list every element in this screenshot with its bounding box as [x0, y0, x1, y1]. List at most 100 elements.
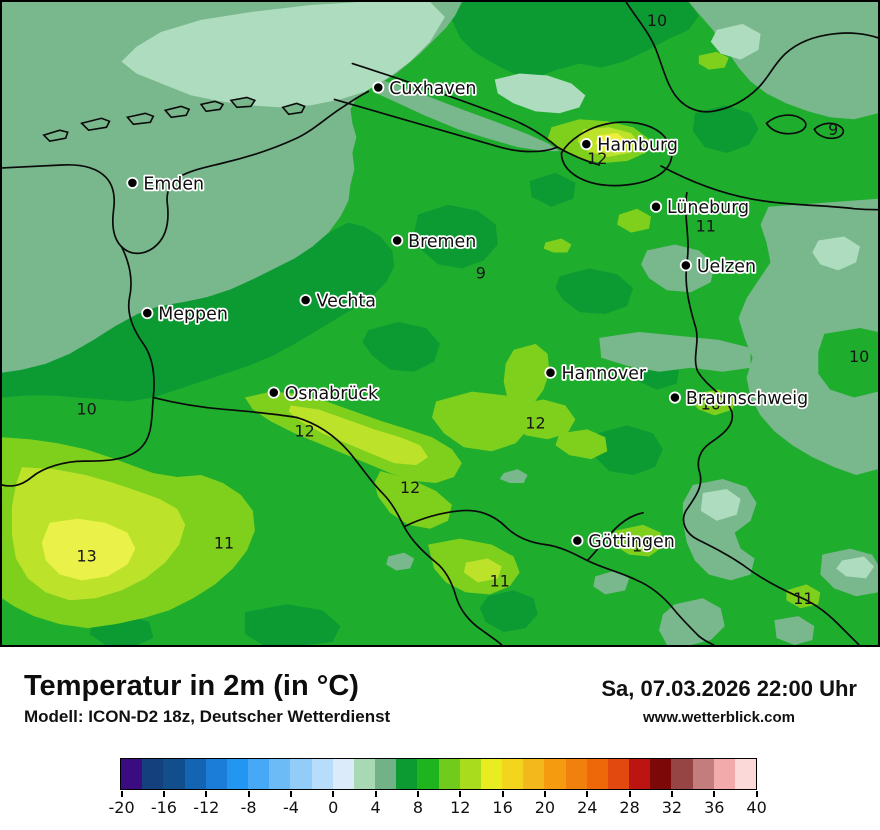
colorbar-segment	[586, 759, 608, 789]
colorbar-segment	[734, 759, 757, 789]
city-dot	[126, 176, 139, 189]
temperature-value-label: 12	[525, 413, 545, 432]
city-label: Osnabrück	[285, 384, 379, 404]
colorbar-tick-label: -16	[150, 798, 177, 817]
city-marker-gttingen: Göttingen	[571, 530, 676, 554]
temperature-value-label: 12	[587, 149, 607, 168]
city-marker-lneburg: Lüneburg	[649, 197, 751, 220]
border-nrw-south	[295, 416, 503, 645]
temperature-value-label: 10	[76, 399, 96, 418]
city-label: Braunschweig	[686, 389, 808, 409]
city-label: Emden	[143, 174, 204, 194]
city-markers: Cuxhaven Hamburg Emden Lüneburg Bremen Uelzen…	[126, 77, 810, 554]
city-dot	[668, 391, 681, 404]
colorbar-segment	[226, 759, 249, 789]
island-elbe-1	[765, 114, 807, 135]
colorbar-segment	[523, 759, 545, 789]
colorbar-segment	[459, 759, 481, 789]
colorbar-segment	[502, 759, 524, 789]
website-link[interactable]: www.wetterblick.com	[643, 709, 795, 726]
map-regions-dark-green	[2, 2, 759, 645]
colorbar-tick-label: 36	[704, 798, 725, 817]
colorbar-segment	[142, 759, 164, 789]
model-info: Modell: ICON-D2 18z, Deutscher Wetterdie…	[24, 707, 391, 726]
city-dot	[580, 138, 593, 151]
colorbar-tick-label: -8	[240, 798, 257, 817]
city-dot	[649, 200, 663, 213]
city-marker-meppen: Meppen	[141, 303, 230, 326]
colorbar-tick	[120, 791, 123, 797]
colorbar-segment	[438, 759, 460, 789]
colorbar-tick-label: 16	[492, 798, 513, 817]
colorbar-segment	[311, 759, 333, 789]
city-marker-cuxhaven: Cuxhaven	[372, 77, 478, 101]
colorbar-segment	[184, 759, 206, 789]
colorbar-segment	[248, 759, 270, 789]
colorbar-tick	[205, 791, 208, 797]
colorbar-segment	[332, 759, 354, 789]
temperature-value-labels: 10 9 12 11 9 10 10 12 12 10 12 11 13 11 11 11	[76, 11, 869, 608]
map-borders	[2, 2, 878, 645]
city-label: Vechta	[317, 292, 376, 312]
colorbar-tick-label: -20	[108, 798, 135, 817]
forecast-datetime: Sa, 07.03.2026 22:00 Uhr	[601, 676, 857, 701]
city-dot	[544, 366, 557, 379]
river-elbe-east	[556, 146, 601, 166]
city-dot	[299, 294, 312, 307]
city-label: Hannover	[561, 364, 646, 384]
city-label: Meppen	[158, 305, 228, 325]
temperature-value-label: 11	[632, 537, 652, 556]
border-northeast-east	[660, 165, 878, 211]
colorbar-tick-label: 4	[370, 798, 381, 817]
border-schleswig	[625, 2, 878, 113]
colorbar-segment	[417, 759, 439, 789]
colorbar-tick	[332, 791, 335, 797]
colorbar-segment	[205, 759, 227, 789]
colorbar-segment	[671, 759, 693, 789]
city-dot	[267, 386, 280, 399]
city-marker-vechta: Vechta	[299, 290, 378, 313]
colorbar-tick-label: 12	[450, 798, 471, 817]
city-dot	[571, 534, 584, 547]
city-dot	[391, 234, 404, 247]
temperature-value-label: 12	[400, 478, 420, 497]
colorbar-tick	[586, 791, 589, 797]
temperature-colorbar	[120, 758, 757, 790]
map-regions-mint	[121, 2, 875, 579]
colorbar-tick-label: 40	[746, 798, 767, 817]
map-islands	[42, 96, 306, 142]
border-nrw-west	[152, 396, 298, 419]
colorbar-tick	[247, 791, 250, 797]
colorbar-segment	[565, 759, 587, 789]
island-elbe-2	[813, 122, 845, 140]
temperature-value-label: 10	[701, 394, 721, 413]
colorbar-segment	[163, 759, 185, 789]
colorbar-segment	[629, 759, 651, 789]
colorbar-tick-label: 28	[619, 798, 640, 817]
colorbar-segment	[121, 759, 143, 789]
city-marker-braunschweig: Braunschweig	[668, 387, 810, 411]
colorbar-tick-label: 0	[328, 798, 339, 817]
colorbar-segment	[650, 759, 672, 789]
city-marker-emden: Emden	[126, 173, 206, 196]
city-dot	[679, 259, 692, 272]
city-marker-uelzen: Uelzen	[679, 255, 758, 279]
colorbar-tick	[289, 791, 292, 797]
temperature-value-label: 11	[214, 534, 234, 553]
colorbar-segment	[607, 759, 630, 789]
colorbar-tick	[670, 791, 673, 797]
temperature-value-label: 9	[476, 263, 486, 282]
colorbar-tick	[713, 791, 716, 797]
city-label: Göttingen	[588, 532, 674, 552]
colorbar-segment	[692, 759, 714, 789]
border-goettingen	[586, 511, 644, 562]
colorbar-tick	[543, 791, 546, 797]
colorbar-segment	[353, 759, 376, 789]
colorbar-tick	[374, 791, 377, 797]
colorbar-tick-label: 32	[661, 798, 683, 817]
colorbar-tick	[628, 791, 631, 797]
colorbar-tick-label: -12	[193, 798, 220, 817]
border-saxony-anhalt	[682, 191, 860, 645]
city-marker-osnabrck: Osnabrück	[267, 382, 381, 406]
